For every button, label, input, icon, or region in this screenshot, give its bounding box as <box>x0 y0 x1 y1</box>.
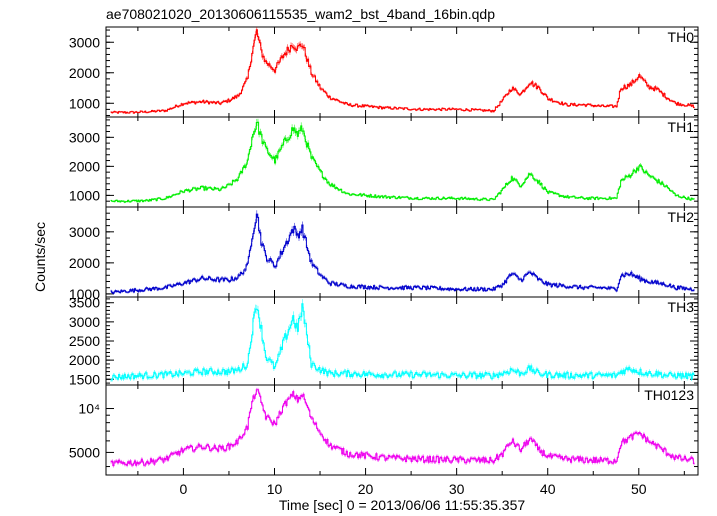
y-axis-label: Counts/sec <box>32 222 48 292</box>
series-error-bars-th0 <box>110 27 695 114</box>
panel-th0: 1000 2000 3000 TH0 <box>69 26 699 118</box>
panel-frame <box>105 206 699 298</box>
x-tick-label: 0 <box>180 481 188 497</box>
series-label-th2: TH2 <box>668 209 695 225</box>
x-axis: 0 10 20 30 40 50 <box>180 481 647 497</box>
panel-frame <box>105 116 699 208</box>
series-label-th3: TH3 <box>668 299 695 315</box>
x-tick-label: 10 <box>267 481 283 497</box>
y-tick-label: 1500 <box>69 371 100 387</box>
series-error-bars-th2 <box>110 210 695 295</box>
x-tick-label: 50 <box>631 481 647 497</box>
y-tick-label: 3000 <box>69 129 100 145</box>
chart-title: ae708021020_20130606115535_wam2_bst_4ban… <box>106 6 495 22</box>
y-tick-label: 3500 <box>69 295 100 311</box>
panel-th2: 1000 2000 3000 TH2 <box>69 206 699 302</box>
series-line-th1 <box>110 121 695 203</box>
series-line-th3 <box>110 303 695 381</box>
series-error-bars-th1 <box>110 118 695 204</box>
y-tick-label: 1000 <box>69 286 100 302</box>
x-tick-label: 20 <box>358 481 374 497</box>
y-tick-label: 1000 <box>69 95 100 111</box>
panel-th0123: 5000 10⁴ TH0123 <box>69 384 699 476</box>
y-tick-label: 2000 <box>69 65 100 81</box>
panel-th3: 1500 2000 2500 3000 3500 TH3 <box>69 295 699 387</box>
series-line-th0 <box>110 29 695 114</box>
y-tick-label: 3000 <box>69 224 100 240</box>
series-label-th0: TH0 <box>668 29 695 45</box>
x-axis-label: Time [sec] 0 = 2013/06/06 11:55:35.357 <box>279 497 526 513</box>
series-line-th2 <box>110 213 695 294</box>
y-tick-label: 10⁴ <box>78 401 100 417</box>
y-tick-label: 2000 <box>69 352 100 368</box>
y-tick-label: 2500 <box>69 333 100 349</box>
panels: 1000 2000 3000 TH0 1000 2000 3000 TH1 1000 2000 30… <box>69 26 699 476</box>
y-tick-label: 1000 <box>69 187 100 203</box>
x-tick-label: 30 <box>449 481 465 497</box>
series-error-bars-th0123 <box>110 387 695 468</box>
panel-frame <box>105 384 699 476</box>
series-label-th0123: TH0123 <box>644 387 694 403</box>
panel-th1: 1000 2000 3000 TH1 <box>69 116 699 208</box>
y-tick-label: 3000 <box>69 314 100 330</box>
series-label-th1: TH1 <box>668 119 695 135</box>
y-tick-label: 2000 <box>69 255 100 271</box>
y-tick-label: 2000 <box>69 158 100 174</box>
y-tick-label: 5000 <box>69 444 100 460</box>
y-tick-label: 3000 <box>69 34 100 50</box>
x-tick-label: 40 <box>540 481 556 497</box>
series-line-th0123 <box>110 389 695 467</box>
